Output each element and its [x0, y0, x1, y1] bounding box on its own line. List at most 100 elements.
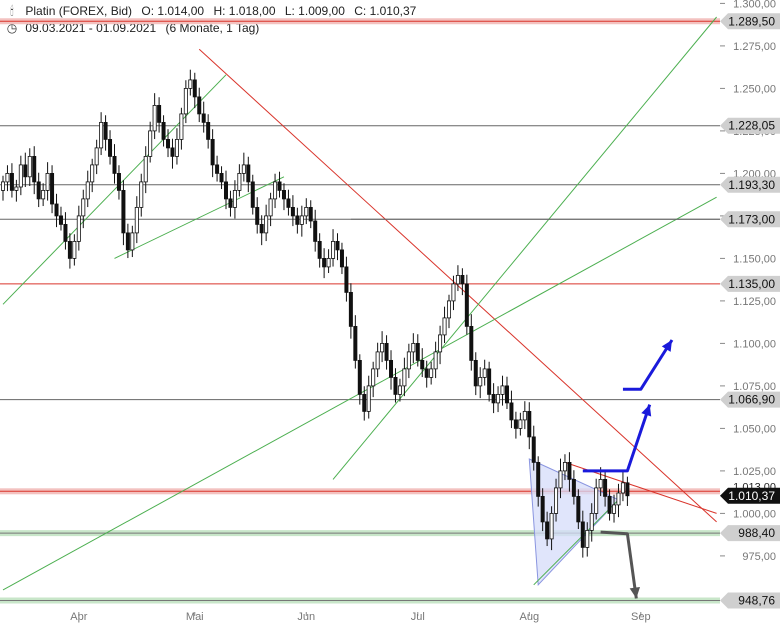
candle-up	[268, 198, 273, 217]
candle-up	[130, 232, 135, 251]
candle-up	[183, 88, 188, 115]
candle-down	[170, 147, 175, 157]
candle-down	[255, 206, 260, 225]
candle-up	[585, 530, 590, 548]
x-tick-label: Aug	[519, 611, 539, 623]
candle-up	[81, 198, 86, 217]
candle-down	[277, 181, 282, 191]
candle-up	[18, 164, 23, 188]
green-trendline	[114, 176, 285, 259]
x-tick-label: Jun	[297, 611, 315, 623]
open-value: O: 1.014,00	[141, 4, 205, 18]
price-tag	[720, 275, 780, 292]
chart-header-line1: 🕯 Platin (FOREX, Bid) O: 1.014,00 H: 1.0…	[6, 4, 422, 19]
candle-up	[366, 385, 371, 412]
blue-arrow-head	[661, 340, 672, 352]
candle-down	[420, 359, 425, 370]
candle-down	[504, 385, 509, 404]
candle-down	[317, 240, 322, 259]
candle-down	[157, 105, 162, 123]
candle-down	[50, 172, 55, 205]
candle-up	[478, 376, 483, 387]
candle-up	[438, 334, 443, 353]
candle-up	[174, 138, 179, 157]
candle-down	[536, 461, 541, 497]
price-tag	[720, 525, 780, 542]
candle-down	[223, 181, 228, 200]
candle-up	[589, 513, 594, 531]
candle-down	[54, 203, 59, 217]
candle-up	[14, 186, 19, 191]
candle-up	[429, 368, 434, 378]
candle-down	[348, 291, 353, 327]
price-tag-label: 1.066,90	[728, 393, 775, 407]
candle-down	[487, 368, 492, 395]
price-tag	[720, 211, 780, 228]
candle-up	[446, 300, 451, 319]
candle-up	[326, 257, 331, 268]
candle-down	[513, 419, 518, 429]
candle-down	[491, 393, 496, 404]
price-tag-label: 1.173,00	[728, 212, 775, 226]
y-tick-label: 1.275,00	[733, 41, 776, 53]
candle-down	[464, 283, 469, 327]
candle-down	[571, 478, 576, 497]
candle-up	[380, 342, 385, 353]
candle-up	[616, 492, 621, 506]
candle-up	[179, 113, 184, 140]
candle-down	[362, 393, 367, 412]
candle-down	[206, 122, 211, 140]
chart-header-line2: ◷ 09.03.2021 - 01.09.2021 (6 Monate, 1 T…	[6, 21, 265, 35]
blue-arrow-shaft	[582, 404, 652, 473]
candle-down	[357, 359, 362, 395]
price-tag-label: 1.193,30	[728, 178, 775, 192]
candle-up	[237, 172, 242, 191]
candle-up	[518, 419, 523, 429]
price-tag	[720, 487, 780, 504]
y-tick-label: 1.075,00	[733, 381, 776, 393]
candle-down	[32, 155, 37, 183]
price-tag-label: 1.010,37	[728, 489, 775, 503]
candle-down	[215, 164, 220, 174]
green-trendline	[533, 499, 619, 586]
candle-down	[246, 164, 251, 183]
candle-up	[411, 342, 416, 353]
candle-down	[460, 274, 465, 285]
candle-down	[625, 482, 630, 497]
date-range: 09.03.2021 - 01.09.2021	[25, 21, 157, 35]
candle-down	[353, 325, 358, 361]
candlestick-icon: 🕯	[10, 4, 14, 18]
candle-down	[531, 436, 536, 463]
candle-down	[9, 172, 14, 191]
candle-up	[41, 189, 46, 200]
blue-arrow-head	[641, 404, 652, 417]
candle-down	[389, 359, 394, 378]
x-tick-label: Sep	[631, 611, 651, 623]
candle-up	[558, 470, 563, 489]
blue-arrow-shaft	[622, 339, 674, 391]
y-tick-label: 1.050,00	[733, 423, 776, 435]
candle-down	[295, 215, 300, 225]
price-tag-label: 1.289,50	[728, 14, 775, 28]
x-tick-label: Mai	[186, 611, 204, 623]
candle-down	[580, 521, 585, 548]
candle-down	[112, 155, 117, 174]
candle-up	[455, 274, 460, 285]
instrument-title: Platin (FOREX, Bid)	[25, 4, 133, 18]
candle-up	[241, 164, 246, 174]
candle-down	[335, 240, 340, 251]
price-tag-label: 1.135,00	[728, 277, 775, 291]
candle-up	[99, 122, 104, 149]
candle-down	[116, 172, 121, 191]
candle-up	[134, 206, 139, 234]
candle-up	[143, 155, 148, 183]
candle-up	[554, 487, 559, 514]
candle-down	[607, 495, 612, 514]
green-trendline	[2, 74, 227, 305]
x-tick-label: Jul	[411, 611, 425, 623]
candle-up	[85, 181, 90, 200]
x-tick-label: Apr	[70, 611, 87, 623]
candle-up	[598, 478, 603, 489]
y-tick-label: 1.000,00	[733, 508, 776, 520]
